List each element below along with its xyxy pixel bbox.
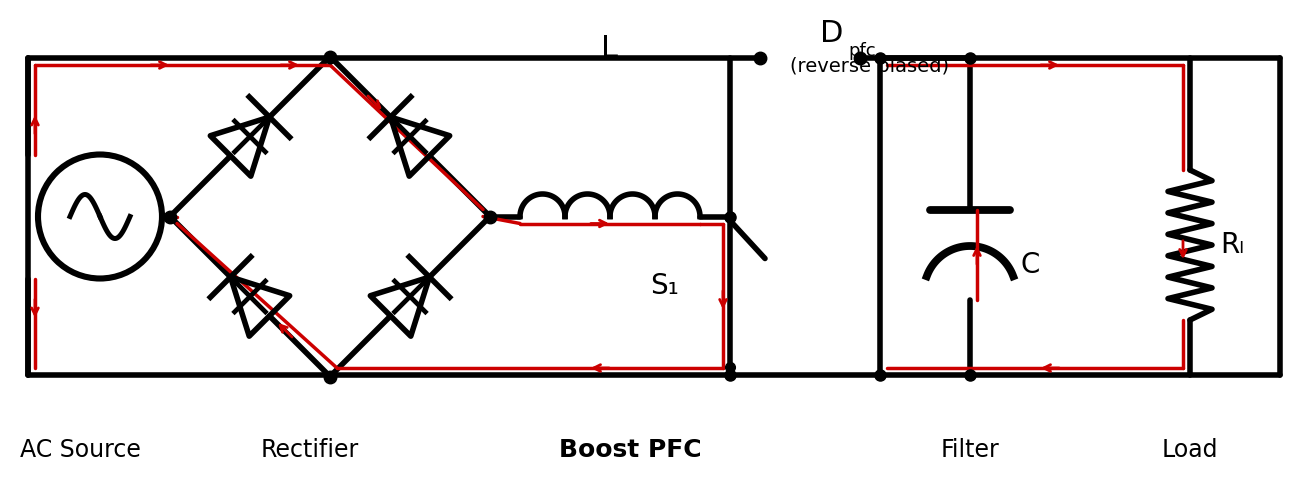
Text: (reverse biased): (reverse biased) bbox=[790, 57, 949, 76]
Text: Boost PFC: Boost PFC bbox=[559, 438, 701, 462]
Text: L: L bbox=[601, 34, 619, 63]
Text: AC Source: AC Source bbox=[20, 438, 141, 462]
Text: Filter: Filter bbox=[941, 438, 999, 462]
Text: pfc: pfc bbox=[848, 42, 875, 60]
Text: Rectifier: Rectifier bbox=[261, 438, 359, 462]
Text: Load: Load bbox=[1162, 438, 1219, 462]
Text: C: C bbox=[1020, 251, 1040, 279]
Text: D: D bbox=[820, 19, 844, 48]
Text: Rₗ: Rₗ bbox=[1220, 231, 1244, 259]
Text: S₁: S₁ bbox=[650, 272, 679, 300]
